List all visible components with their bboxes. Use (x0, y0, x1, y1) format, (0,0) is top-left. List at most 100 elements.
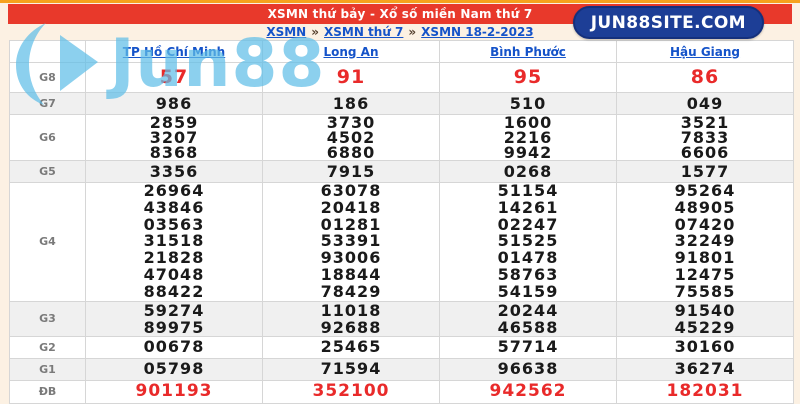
prize-cell: 3730 4502 6880 (262, 114, 440, 162)
column-link-binh-phuoc[interactable]: Bình Phước (490, 44, 566, 59)
lottery-results-table: TP Hồ Chí Minh Long An Bình Phước Hậu Gi… (9, 40, 794, 404)
prize-number: 63078 (320, 181, 382, 200)
column-link-tp-ho-chi-minh[interactable]: TP Hồ Chí Minh (122, 44, 226, 59)
corner-cell (9, 40, 86, 63)
prize-number: 2859 (149, 113, 199, 132)
prize-number: 18844 (320, 264, 382, 284)
prize-row-G6: G6 2859 3207 8368 3730 4502 6880 1600 2216 9942 35… (9, 113, 794, 162)
prize-cell: 71594 (262, 357, 440, 381)
prize-number: 3521 (680, 113, 730, 132)
prize-cell: 36274 (616, 357, 794, 381)
prize-number: 86 (690, 66, 720, 88)
prize-group-label: G4 (9, 182, 86, 302)
prize-number: 58763 (497, 264, 559, 284)
prize-number: 901193 (135, 381, 213, 402)
prize-number: 6880 (326, 143, 376, 162)
prize-number: 93006 (320, 248, 382, 268)
prize-number: 51154 (497, 181, 559, 200)
prize-number: 3207 (149, 128, 199, 147)
prize-cell: 91540 45229 (616, 300, 794, 337)
prize-cell: 05798 (85, 357, 263, 381)
prize-number: 25465 (320, 337, 382, 357)
prize-cell: 3521 7833 6606 (616, 113, 794, 162)
prize-number: 1577 (680, 161, 730, 181)
prize-number: 91540 (674, 300, 736, 320)
prize-number: 03563 (143, 214, 205, 234)
breadcrumb-link-xsmn-thu7[interactable]: XSMN thứ 7 (324, 25, 404, 39)
prize-cell: 57 (85, 62, 263, 93)
prize-number: 11018 (320, 300, 382, 320)
breadcrumb-link-xsmn-date[interactable]: XSMN 18-2-2023 (421, 25, 534, 39)
prize-row-G1: G1 05798 71594 96638 36274 (9, 357, 794, 381)
prize-group-label: G8 (9, 62, 86, 93)
prize-number: 53391 (320, 231, 382, 251)
prize-number: 6606 (680, 143, 730, 162)
prize-number: 986 (155, 93, 193, 113)
prize-cell: 51154 14261 02247 51525 01478 58763 54159 (439, 181, 617, 302)
prize-number: 21828 (143, 248, 205, 268)
prize-number: 2216 (503, 128, 553, 147)
prize-number: 89975 (143, 317, 205, 337)
prize-row-G8: G8 57 91 95 86 (9, 62, 794, 93)
prize-group-label: G5 (9, 160, 86, 183)
prize-row-G5: G5 3356 7915 0268 1577 (9, 160, 794, 183)
prize-cell: 1600 2216 9942 (439, 113, 617, 162)
prize-cell: 95 (439, 62, 617, 93)
prize-cell: 186 (262, 92, 440, 115)
prize-cell: 86 (616, 62, 794, 93)
prize-number: 049 (686, 93, 724, 113)
prize-number: 7833 (680, 128, 730, 147)
prize-number: 8368 (149, 143, 199, 162)
column-header-row: TP Hồ Chí Minh Long An Bình Phước Hậu Gi… (9, 40, 794, 63)
prize-row-G3: G3 59274 89975 11018 92688 20244 46588 91540 452… (9, 300, 794, 337)
column-link-hau-giang[interactable]: Hậu Giang (669, 44, 741, 59)
breadcrumb-separator: » (408, 25, 417, 39)
prize-number: 57 (159, 66, 189, 88)
prize-row-G7: G7 986 186 510 049 (9, 92, 794, 115)
prize-group-label: G1 (9, 357, 86, 381)
prize-number: 4502 (326, 128, 376, 147)
column-link-long-an[interactable]: Long An (323, 44, 379, 59)
breadcrumb-link-xsmn[interactable]: XSMN (266, 25, 307, 39)
prize-cell: 00678 (85, 335, 263, 359)
prize-cell: 1577 (616, 160, 794, 183)
prize-row-G2: G2 00678 25465 57714 30160 (9, 335, 794, 359)
prize-cell: 7915 (262, 160, 440, 183)
prize-number: 48905 (674, 197, 736, 217)
prize-number: 45229 (674, 317, 736, 337)
prize-number: 20244 (497, 300, 559, 320)
prize-cell: 3356 (85, 160, 263, 183)
prize-number: 91801 (674, 248, 736, 268)
prize-cell: 510 (439, 92, 617, 115)
prize-cell: 11018 92688 (262, 300, 440, 337)
prize-group-label: G3 (9, 300, 86, 337)
prize-number: 78429 (320, 281, 382, 301)
prize-cell: 59274 89975 (85, 300, 263, 337)
prize-number: 182031 (666, 381, 744, 402)
prize-number: 510 (509, 93, 547, 113)
prize-number: 9942 (503, 143, 553, 162)
prize-number: 942562 (489, 381, 567, 402)
prize-cell: 30160 (616, 335, 794, 359)
prize-cell: 20244 46588 (439, 300, 617, 337)
prize-cell: 91 (262, 62, 440, 93)
prize-number: 01281 (320, 214, 382, 234)
prize-number: 1600 (503, 113, 553, 132)
prize-number: 352100 (312, 381, 390, 402)
page-title: XSMN thứ bảy - Xổ số miền Nam thứ 7 (267, 7, 533, 21)
site-badge[interactable]: JUN88SITE.COM (572, 6, 764, 39)
prize-number: 05798 (143, 359, 205, 379)
prize-number: 71594 (320, 359, 382, 379)
prize-cell: 986 (85, 92, 263, 115)
prize-cell: 25465 (262, 335, 440, 359)
prize-number: 14261 (497, 197, 559, 217)
prize-number: 88422 (143, 281, 205, 301)
prize-number: 01478 (497, 248, 559, 268)
prize-number: 00678 (143, 337, 205, 357)
prize-number: 96638 (497, 359, 559, 379)
prize-number: 30160 (674, 337, 736, 357)
prize-group-label: G2 (9, 335, 86, 359)
prize-number: 54159 (497, 281, 559, 301)
prize-number: 20418 (320, 197, 382, 217)
prize-number: 46588 (497, 317, 559, 337)
